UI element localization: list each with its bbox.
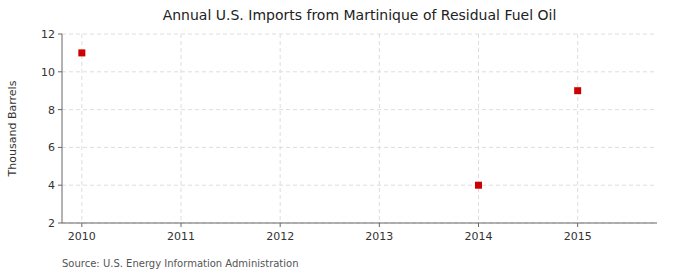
- y-grid-line: [62, 223, 657, 224]
- x-tick-label: 2012: [266, 230, 294, 243]
- x-grid-line: [379, 34, 380, 223]
- y-tick-label: 10: [41, 66, 55, 79]
- data-point: [574, 87, 581, 94]
- y-tick: [58, 109, 62, 110]
- y-tick: [58, 34, 62, 35]
- y-grid-line: [62, 109, 657, 110]
- data-points: [78, 49, 581, 188]
- y-axis-label: Thousand Barrels: [6, 80, 19, 177]
- y-tick-label: 6: [48, 141, 55, 154]
- x-tick-label: 2013: [365, 230, 393, 243]
- x-grid-line: [181, 34, 182, 223]
- source-note: Source: U.S. Energy Information Administ…: [62, 258, 299, 269]
- title: Annual U.S. Imports from Martinique of R…: [163, 7, 557, 23]
- y-axis-line: [62, 34, 63, 223]
- x-grid-line: [280, 34, 281, 223]
- y-tick: [58, 71, 62, 72]
- x-grid-line: [577, 34, 578, 223]
- y-grid-line: [62, 185, 657, 186]
- x-tick: [280, 223, 281, 227]
- x-grid-line: [81, 34, 82, 223]
- y-grid-line: [62, 34, 657, 35]
- y-grid-line: [62, 71, 657, 72]
- x-tick-label: 2010: [68, 230, 96, 243]
- x-axis-line: [62, 223, 657, 224]
- x-tick: [478, 223, 479, 227]
- x-tick: [379, 223, 380, 227]
- grid: [62, 34, 657, 223]
- ticks: 2010 2011 2012 2013 2014 2015 2 4 6 8 10 12: [41, 28, 592, 243]
- x-tick-label: 2015: [564, 230, 592, 243]
- x-tick-label: 2014: [465, 230, 493, 243]
- y-tick-label: 2: [48, 217, 55, 230]
- y-tick-label: 12: [41, 28, 55, 41]
- x-grid-line: [478, 34, 479, 223]
- y-tick: [58, 223, 62, 224]
- x-tick: [181, 223, 182, 227]
- data-point: [475, 182, 482, 189]
- y-tick: [58, 147, 62, 148]
- data-point: [78, 49, 85, 56]
- y-grid-line: [62, 147, 657, 148]
- chart-container: 2010 2011 2012 2013 2014 2015 2 4 6 8 10 12 Annual U…: [0, 0, 675, 275]
- x-tick-label: 2011: [167, 230, 195, 243]
- y-tick-label: 8: [48, 104, 55, 117]
- x-tick: [577, 223, 578, 227]
- chart: 2010 2011 2012 2013 2014 2015 2 4 6 8 10 12 Annual U…: [0, 0, 675, 275]
- y-tick: [58, 185, 62, 186]
- x-tick: [81, 223, 82, 227]
- y-tick-label: 4: [48, 179, 55, 192]
